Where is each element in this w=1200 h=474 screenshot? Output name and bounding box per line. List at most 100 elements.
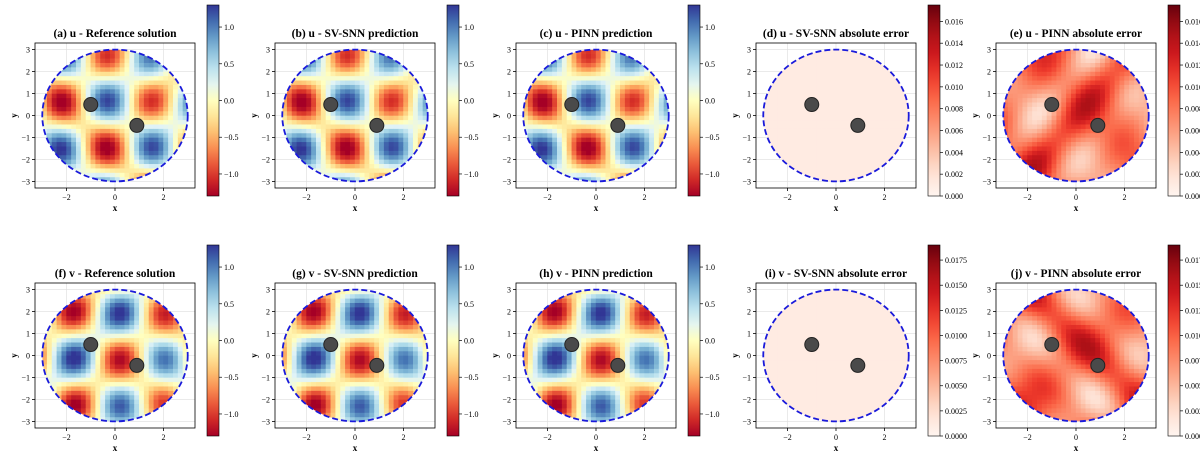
heat-cell [830,53,837,59]
heat-cell [282,110,288,116]
heat-cell [845,168,851,173]
heat-cell [884,119,890,125]
heat-cell [119,93,125,99]
heat-cell [1046,172,1052,178]
heat-cell [124,168,130,173]
heat-cell [557,80,563,85]
heat-cell [134,159,140,165]
heat-cell [537,88,543,94]
heat-cell [1100,163,1106,169]
heat-cell [388,88,394,94]
heat-cell [811,53,817,59]
heat-cell [114,49,121,55]
heat-cell [860,168,866,173]
heat-cell [76,141,82,147]
heat-cell [571,115,577,121]
heat-cell [1012,128,1019,134]
heat-cell [291,119,298,125]
heat-cell [864,53,871,59]
heat-cell [850,80,856,85]
heat-cell [639,150,645,156]
heat-cell [566,84,572,90]
heat-cell [576,132,582,138]
heat-cell [148,71,154,77]
heat-cell [586,141,592,147]
heat-cell [291,137,298,143]
heat-cell [893,88,900,94]
heat-cell [850,75,856,81]
heat-cell [56,141,62,147]
heat-cell [296,115,302,121]
heat-cell [537,97,543,103]
colorbar-tick-label: 0.008 [945,105,963,114]
heat-cell [615,150,621,156]
heat-cell [576,137,582,143]
heat-cell [639,159,645,165]
heat-cell [345,176,351,182]
colorbar [446,4,460,197]
heat-cell [658,137,665,143]
heat-cell [806,58,812,63]
heat-cell [557,154,563,160]
heat-cell [874,97,880,103]
heat-cell [56,132,62,138]
heat-cell [85,119,91,125]
heat-cell [61,119,67,125]
heat-cell [345,97,351,103]
heat-cell [153,66,159,72]
heat-cell [1070,124,1077,129]
heat-cell [1080,106,1086,112]
heat-cell [383,110,390,116]
heat-cell [148,132,154,138]
heat-cell [105,66,111,72]
heat-cell [816,150,822,156]
heat-cell [547,88,553,94]
heat-cell [581,163,587,169]
heat-cell [787,154,793,160]
heat-cell [1003,102,1009,107]
heat-cell [56,359,62,365]
x-tick-label: 2 [161,193,165,202]
heat-cell [286,115,293,121]
heat-cell [571,132,577,138]
heat-cell [1027,102,1033,107]
heat-cell [792,88,798,94]
heat-cell [393,150,399,156]
heat-cell [311,163,317,169]
heat-cell [816,124,822,129]
heat-cell [864,128,871,134]
heat-cell [772,132,779,138]
heat-cell [1095,154,1101,160]
heat-cell [105,106,111,112]
heat-cell [1090,159,1096,165]
heat-cell [56,320,62,325]
heat-cell [85,132,91,138]
heat-cell [320,106,327,112]
heat-cell [114,53,121,59]
heat-cell [56,324,62,330]
heat-cell [605,172,611,178]
heat-cell [139,154,145,160]
heat-cell [1104,132,1111,138]
heat-cell [100,172,106,178]
heat-cell [359,172,365,178]
heat-cell [860,150,866,156]
heat-cell [124,146,130,151]
heat-cell [639,84,645,90]
heat-cell [782,150,788,156]
heat-cell [595,49,602,55]
heat-cell [772,84,779,90]
heat-cell [1022,150,1028,156]
heat-cell [835,159,842,165]
heat-cell [1007,137,1014,143]
heat-cell [792,150,798,156]
heat-cell [109,128,116,134]
heat-cell [1090,93,1096,99]
heat-cell [66,80,72,85]
heat-cell [792,163,798,169]
heat-cell [340,49,346,55]
heat-cell [172,146,179,151]
heat-cell [1032,154,1038,160]
heat-cell [76,84,82,90]
heat-cell [840,159,846,165]
